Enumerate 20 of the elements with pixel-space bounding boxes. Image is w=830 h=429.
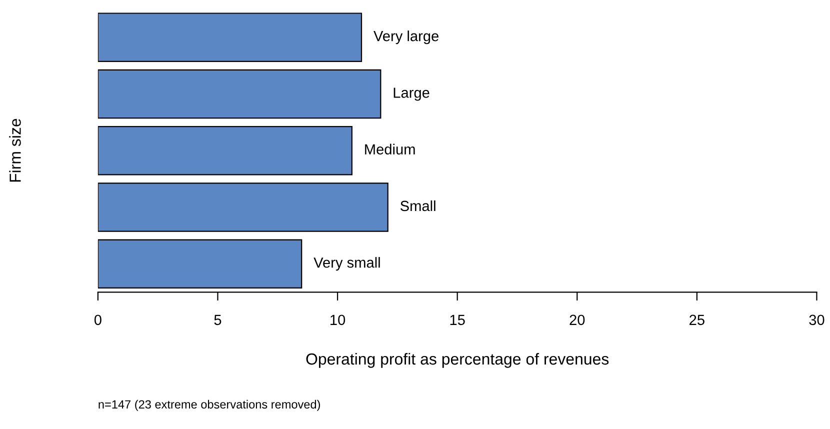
bar [98,182,388,232]
bar [98,239,302,288]
y-tick-label: Very small [314,257,380,271]
y-tick-label: Medium [365,144,415,154]
text: n=147 (23 extreme observations removed) [98,400,320,411]
x-axis-title: Operating profit as percentage of revenues [306,352,609,368]
x-tick-label: 0 [94,314,102,326]
x-tick-label: 5 [214,314,222,326]
y-tick-label: Small [400,200,436,212]
x-tick-label: 25 [690,314,704,326]
x-tick-label: 15 [450,314,465,326]
y-tick-label: Large [394,88,430,101]
x-tick-label: 30 [809,314,824,326]
x-tick-label: 10 [330,314,346,326]
bar [98,126,352,176]
x-tick-label: 20 [570,314,585,326]
bar [98,12,362,62]
bar [98,69,382,119]
y-axis-title: Firm size [9,118,21,182]
y-tick-label: Very large [374,30,438,44]
